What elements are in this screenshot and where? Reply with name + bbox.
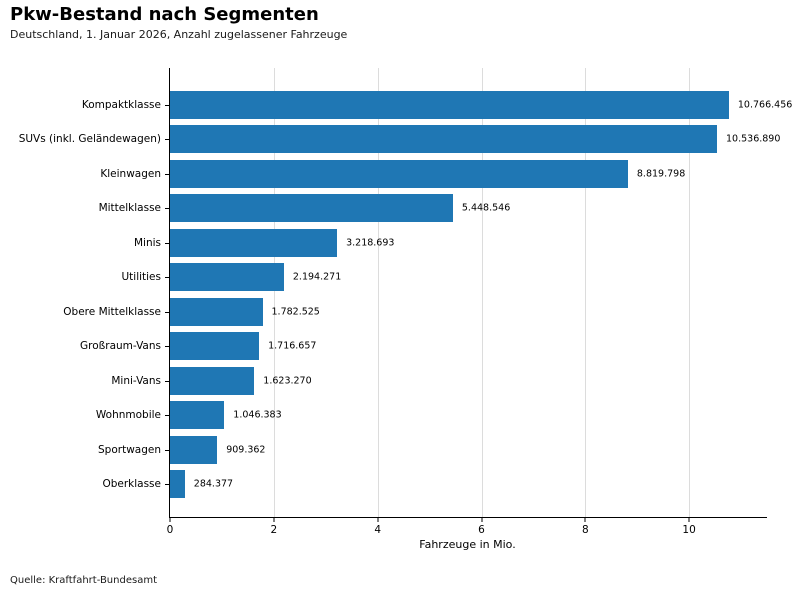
bar	[170, 470, 185, 498]
bar-value-label: 10.536.890	[726, 133, 781, 145]
category-label: Obere Mittelklasse	[63, 305, 161, 318]
category-label: Mini-Vans	[111, 374, 161, 387]
bar-value-label: 8.819.798	[636, 168, 686, 179]
bar-value-label: 1.782.525	[271, 306, 320, 317]
category-label: Sportwagen	[98, 443, 161, 456]
y-axis-tick	[165, 242, 169, 244]
y-axis-tick	[165, 173, 169, 175]
x-axis-tick	[377, 518, 379, 522]
bar-value-label: 1.046.383	[233, 409, 282, 421]
bar	[170, 297, 263, 326]
y-axis-tick	[165, 104, 169, 106]
bar	[170, 159, 628, 188]
x-tick-label: 10	[682, 524, 696, 536]
category-label: Kleinwagen	[100, 167, 161, 180]
category-label: SUVs (inkl. Geländewagen)	[18, 133, 161, 145]
x-tick-label: 8	[581, 524, 589, 536]
category-label: Oberklasse	[102, 478, 161, 490]
bar-value-label: 3.218.693	[346, 237, 395, 248]
bar	[170, 194, 453, 222]
y-axis-tick	[165, 139, 169, 140]
y-axis-tick	[165, 311, 169, 313]
x-tick-label: 4	[374, 524, 382, 536]
chart-title: Pkw-Bestand nach Segmenten	[10, 4, 319, 25]
bar-value-label: 2.194.271	[292, 271, 342, 283]
bar-value-label: 10.766.456	[737, 99, 793, 110]
y-axis-tick	[165, 415, 169, 416]
x-axis-tick	[169, 518, 171, 522]
x-tick-label: 6	[478, 524, 485, 536]
grid-line	[377, 68, 379, 517]
bar	[170, 401, 225, 429]
category-label: Mittelklasse	[98, 202, 161, 214]
y-axis-tick	[165, 484, 169, 485]
bar	[170, 332, 260, 360]
bar	[170, 228, 338, 257]
bar-value-label: 284.377	[193, 478, 234, 490]
x-axis-tick	[688, 518, 690, 522]
bar	[170, 435, 218, 464]
plot-area: 10.766.456 Kompaktklasse 10.536.890 SUVs (i…	[19, 68, 792, 536]
bar	[170, 263, 284, 291]
x-tick-label: 2	[270, 524, 278, 536]
bar	[170, 366, 255, 395]
x-axis-tick	[584, 518, 586, 522]
y-axis-tick	[165, 208, 169, 209]
bar-value-label: 1.716.657	[268, 340, 317, 352]
category-label: Minis	[133, 236, 161, 249]
category-label: Wohnmobile	[95, 409, 161, 421]
x-axis-label: Fahrzeuge in Mio.	[419, 538, 516, 551]
bar	[170, 125, 717, 153]
y-axis-tick	[165, 346, 169, 347]
grid-line	[273, 68, 275, 517]
x-axis-tick	[273, 518, 275, 522]
category-label: Großraum-Vans	[80, 340, 161, 352]
bar-value-label: 1.623.270	[263, 375, 312, 386]
chart-subtitle: Deutschland, 1. Januar 2026, Anzahl zuge…	[10, 28, 348, 41]
x-tick-label: 0	[166, 524, 174, 536]
category-label: Kompaktklasse	[81, 98, 161, 111]
y-axis-tick	[165, 380, 169, 382]
grid-line	[481, 68, 483, 517]
bar-value-label: 5.448.546	[461, 202, 511, 214]
y-axis-tick	[165, 449, 169, 451]
grid-line	[585, 68, 587, 517]
category-label: Utilities	[121, 271, 161, 283]
y-axis-tick	[165, 277, 169, 278]
bar-value-label: 909.362	[226, 444, 266, 455]
grid-line	[689, 68, 691, 517]
source-note: Quelle: Kraftfahrt-Bundesamt	[10, 575, 157, 586]
x-axis-tick	[481, 518, 482, 522]
bar	[170, 90, 729, 119]
